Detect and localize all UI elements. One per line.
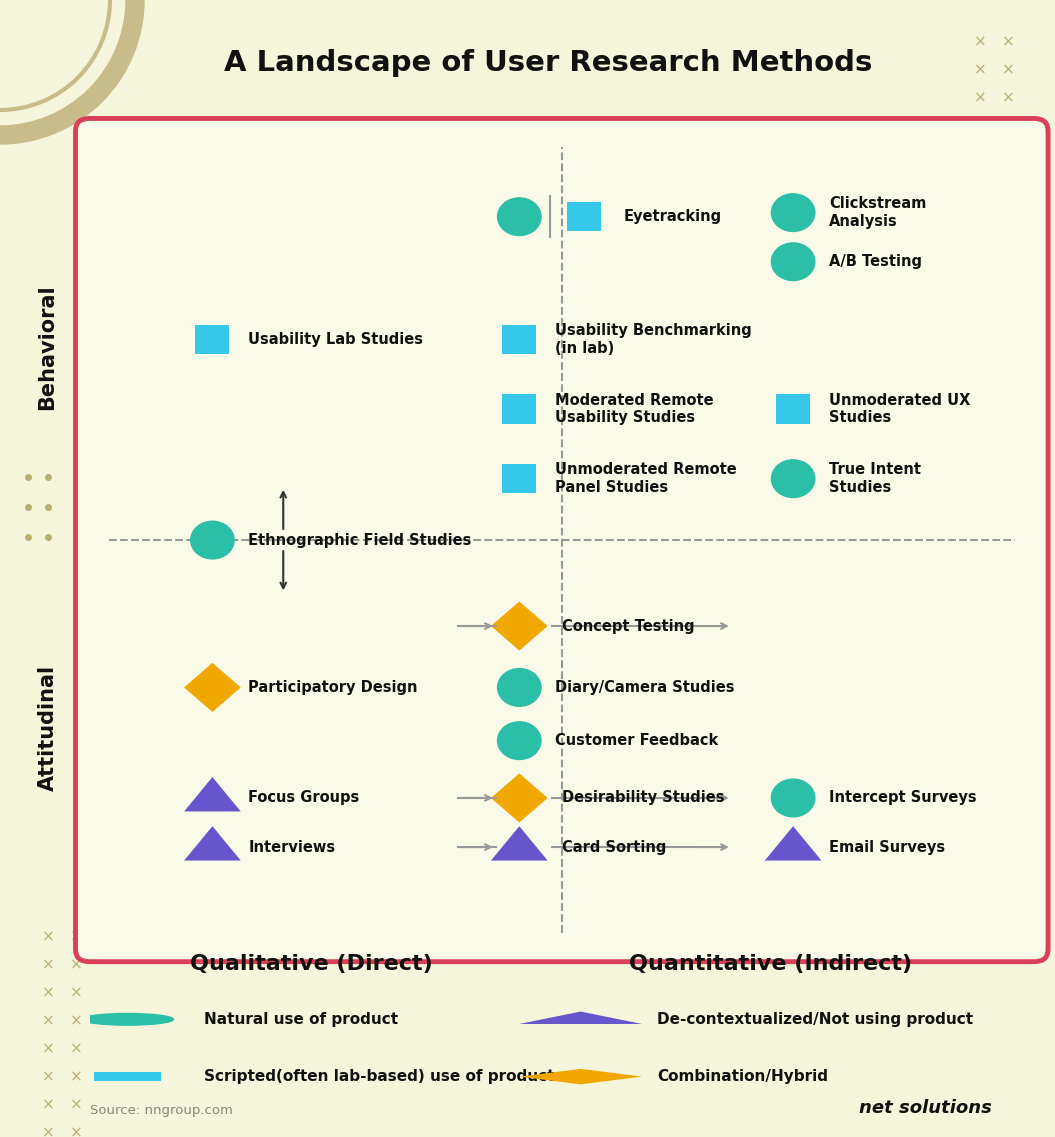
Text: De-contextualized/Not using product: De-contextualized/Not using product [657,1012,974,1027]
Text: Intercept Surveys: Intercept Surveys [829,790,977,805]
Text: Customer Feedback: Customer Feedback [555,733,718,748]
Text: ×: × [41,1097,55,1112]
Text: Concept Testing: Concept Testing [562,619,694,633]
Text: Ethnographic Field Studies: Ethnographic Field Studies [248,532,472,548]
Text: ×: × [41,1070,55,1085]
Text: ×: × [70,957,82,972]
Text: ×: × [70,1097,82,1112]
Text: Quantitative (Indirect): Quantitative (Indirect) [629,954,912,974]
Polygon shape [491,773,548,822]
Text: A/B Testing: A/B Testing [829,255,922,269]
Text: A Landscape of User Research Methods: A Landscape of User Research Methods [225,49,872,76]
Text: Focus Groups: Focus Groups [248,790,360,805]
Text: ×: × [41,1041,55,1056]
Polygon shape [765,827,822,861]
FancyBboxPatch shape [776,395,810,424]
Polygon shape [519,1012,642,1024]
Text: Usability Lab Studies: Usability Lab Studies [248,332,423,347]
Text: ×: × [1001,118,1014,133]
Text: Moderated Remote
Usability Studies: Moderated Remote Usability Studies [555,393,714,425]
Text: True Intent
Studies: True Intent Studies [829,463,921,495]
Circle shape [191,521,234,559]
FancyBboxPatch shape [502,325,536,355]
Circle shape [498,669,541,706]
Text: ×: × [1001,34,1014,50]
FancyBboxPatch shape [567,202,600,232]
Text: ×: × [1001,91,1014,106]
Text: ×: × [70,986,82,1001]
Text: ×: × [70,1126,82,1137]
Text: Eyetracking: Eyetracking [624,209,722,224]
Circle shape [771,779,814,816]
Text: ×: × [41,930,55,945]
Circle shape [498,198,541,235]
Text: Natural use of product: Natural use of product [205,1012,399,1027]
Text: Source: nngroup.com: Source: nngroup.com [90,1104,232,1117]
Text: net solutions: net solutions [859,1098,992,1117]
Text: ×: × [974,91,986,106]
Text: Card Sorting: Card Sorting [562,839,666,855]
Text: Desirability Studies: Desirability Studies [562,790,725,805]
Text: ×: × [41,1013,55,1029]
Text: Diary/Camera Studies: Diary/Camera Studies [555,680,734,695]
Text: ×: × [974,63,986,77]
Text: ×: × [41,986,55,1001]
Circle shape [771,243,814,281]
Text: ×: × [70,1070,82,1085]
Text: Attitudinal: Attitudinal [38,665,57,790]
FancyBboxPatch shape [502,395,536,424]
Text: Combination/Hybrid: Combination/Hybrid [657,1069,828,1084]
Text: Scripted(often lab-based) use of product: Scripted(often lab-based) use of product [205,1069,555,1084]
Polygon shape [491,827,548,861]
Polygon shape [491,601,548,650]
Polygon shape [185,777,241,812]
FancyBboxPatch shape [94,1072,161,1081]
Text: Behavioral: Behavioral [38,284,57,409]
Polygon shape [185,663,241,712]
Text: Usability Benchmarking
(in lab): Usability Benchmarking (in lab) [555,323,752,356]
Text: Interviews: Interviews [248,839,335,855]
Circle shape [771,193,814,232]
Text: Qualitative (Direct): Qualitative (Direct) [190,954,433,974]
Text: ×: × [1001,63,1014,77]
Text: Clickstream
Analysis: Clickstream Analysis [829,197,926,229]
Text: Email Surveys: Email Surveys [829,839,945,855]
Circle shape [498,722,541,760]
FancyBboxPatch shape [195,325,229,355]
FancyBboxPatch shape [502,464,536,493]
Text: ×: × [70,1041,82,1056]
Text: ×: × [70,1013,82,1029]
Text: Unmoderated Remote
Panel Studies: Unmoderated Remote Panel Studies [555,463,737,495]
Polygon shape [519,1069,642,1085]
Text: Participatory Design: Participatory Design [248,680,418,695]
FancyBboxPatch shape [76,118,1048,962]
Text: ×: × [41,957,55,972]
Text: ×: × [41,1126,55,1137]
Text: ×: × [974,118,986,133]
Text: ×: × [70,930,82,945]
Circle shape [81,1013,173,1026]
Polygon shape [185,827,241,861]
Text: ×: × [974,34,986,50]
Circle shape [771,459,814,498]
Text: Unmoderated UX
Studies: Unmoderated UX Studies [829,393,971,425]
